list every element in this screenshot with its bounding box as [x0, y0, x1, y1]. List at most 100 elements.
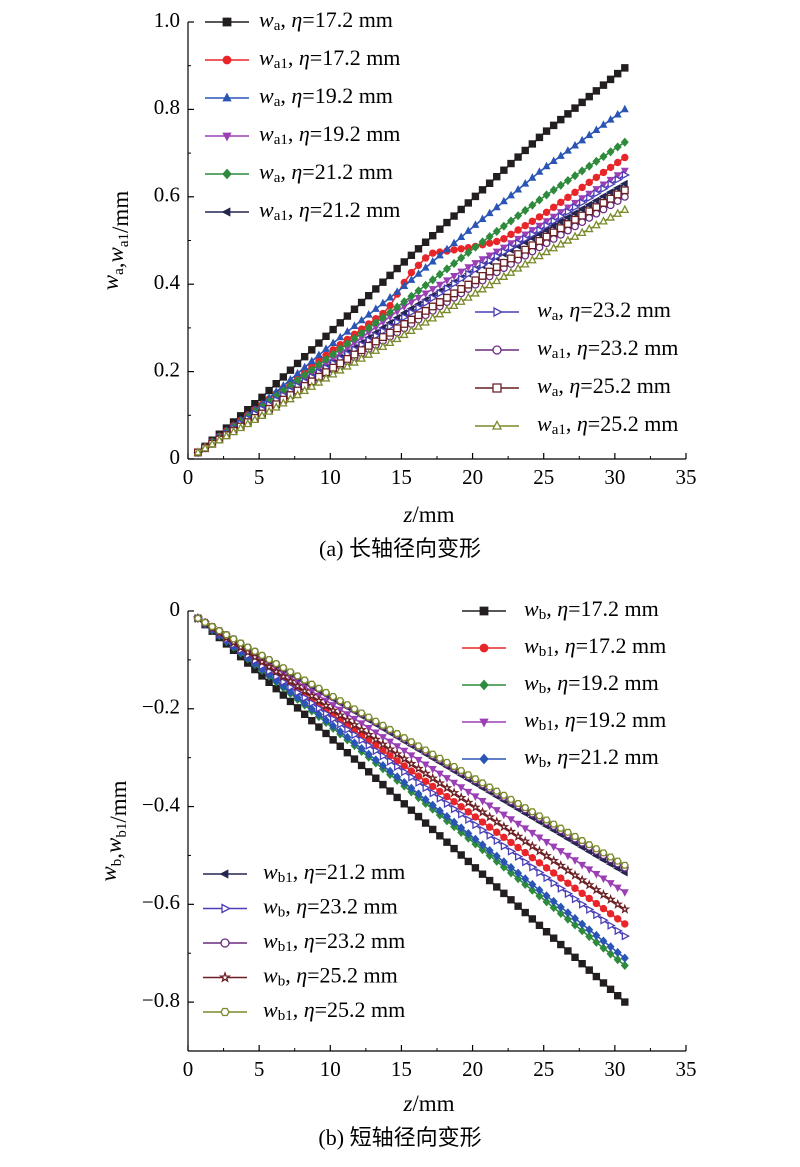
- data-point: [343, 312, 352, 320]
- data-point: [493, 836, 502, 846]
- data-point: [435, 806, 444, 816]
- data-point: [586, 193, 595, 203]
- data-point: [334, 709, 346, 720]
- data-point: [343, 748, 352, 757]
- data-point: [413, 763, 424, 774]
- data-point: [428, 313, 438, 322]
- data-point: [585, 213, 594, 222]
- data-point: [599, 979, 608, 987]
- data-point: [563, 908, 572, 918]
- data-point: [421, 238, 430, 246]
- data-point: [543, 221, 552, 230]
- data-point: [485, 279, 495, 289]
- data-point: [379, 326, 389, 336]
- data-point: [394, 762, 403, 772]
- data-point: [378, 721, 387, 729]
- data-point: [408, 772, 417, 782]
- x-axis-label: z/mm: [402, 1091, 454, 1116]
- data-point: [505, 826, 517, 837]
- data-point: [377, 738, 389, 749]
- data-point: [599, 205, 608, 214]
- data-point: [607, 179, 616, 189]
- data-point: [458, 274, 467, 284]
- data-point: [330, 714, 339, 724]
- data-point: [542, 161, 551, 170]
- data-point: [556, 908, 565, 918]
- data-point: [300, 352, 309, 361]
- data-point: [372, 331, 382, 341]
- data-point: [484, 811, 495, 822]
- data-point: [563, 828, 572, 836]
- legend-item: wb, η=21.2 mm: [462, 744, 659, 771]
- data-point: [400, 297, 409, 307]
- data-point: [499, 791, 508, 799]
- data-point: [471, 839, 480, 849]
- legend-marker: [491, 420, 503, 430]
- data-point: [585, 92, 593, 101]
- data-point: [471, 276, 480, 285]
- legend-item: wb1, η=21.2 mm: [203, 859, 405, 886]
- legend-marker: [479, 606, 489, 616]
- data-point: [542, 218, 551, 226]
- data-point: [308, 346, 316, 354]
- data-point: [499, 244, 508, 253]
- data-point: [529, 862, 538, 872]
- chart-b: 0 5 10 15 20 25 30 35 0 −0.2 −0.4 −0.6 −0.8 z/mm wb,wb…: [96, 596, 697, 1150]
- data-point: [571, 857, 579, 865]
- data-point: [393, 743, 402, 751]
- data-point: [429, 231, 437, 240]
- legend-1: wa, η=17.2 mm wa1, η=17.2 mm wa, η=19.2 mm…: [205, 7, 400, 224]
- data-point: [243, 418, 253, 428]
- data-point: [549, 820, 558, 828]
- data-point: [485, 823, 494, 831]
- data-point: [606, 212, 615, 221]
- data-point: [442, 775, 451, 783]
- data-point: [263, 661, 275, 672]
- data-point: [300, 362, 309, 371]
- data-point: [449, 300, 459, 310]
- data-point: [485, 783, 494, 791]
- data-point: [350, 755, 359, 763]
- y-axis-label: wa,wa1/mm: [98, 191, 133, 291]
- data-point: [599, 181, 608, 190]
- data-point: [477, 806, 488, 817]
- data-point: [528, 173, 537, 181]
- data-point: [443, 293, 451, 302]
- data-point: [265, 386, 273, 395]
- data-point: [592, 87, 601, 95]
- series-b1-25.2: [193, 614, 629, 869]
- data-point: [436, 288, 446, 298]
- data-point: [535, 133, 544, 142]
- data-point: [514, 852, 524, 862]
- data-point: [249, 651, 261, 662]
- data-point: [592, 186, 601, 194]
- data-point: [506, 868, 515, 878]
- data-point: [599, 936, 608, 946]
- data-point: [450, 273, 459, 281]
- axes: 0 5 10 15 20 25 30 35 0 −0.2 −0.4 −0.6 −0.8: [142, 597, 697, 1081]
- data-point: [571, 920, 580, 930]
- legend-2: wa, η=23.2 mm wa1, η=23.2 mm wa, η=25.2 mm…: [475, 297, 678, 438]
- data-point: [428, 302, 437, 311]
- data-point: [391, 748, 403, 759]
- data-point: [365, 768, 373, 776]
- data-point: [592, 937, 601, 947]
- data-point: [549, 185, 558, 195]
- data-point: [528, 241, 537, 250]
- data-point: [364, 749, 373, 759]
- data-point: [222, 430, 231, 440]
- data-point: [235, 641, 246, 652]
- data-point: [606, 115, 615, 123]
- x-tick-label: 5: [254, 465, 265, 489]
- data-point: [619, 903, 631, 914]
- data-point: [599, 849, 608, 857]
- data-point: [606, 853, 615, 861]
- data-point: [613, 955, 622, 965]
- y-tick-label: −0.8: [142, 988, 180, 1012]
- data-point: [606, 194, 615, 203]
- data-point: [563, 213, 571, 222]
- data-point: [294, 688, 303, 697]
- x-axis-label: z/mm: [402, 502, 454, 527]
- data-point: [613, 884, 622, 893]
- data-point: [599, 168, 608, 177]
